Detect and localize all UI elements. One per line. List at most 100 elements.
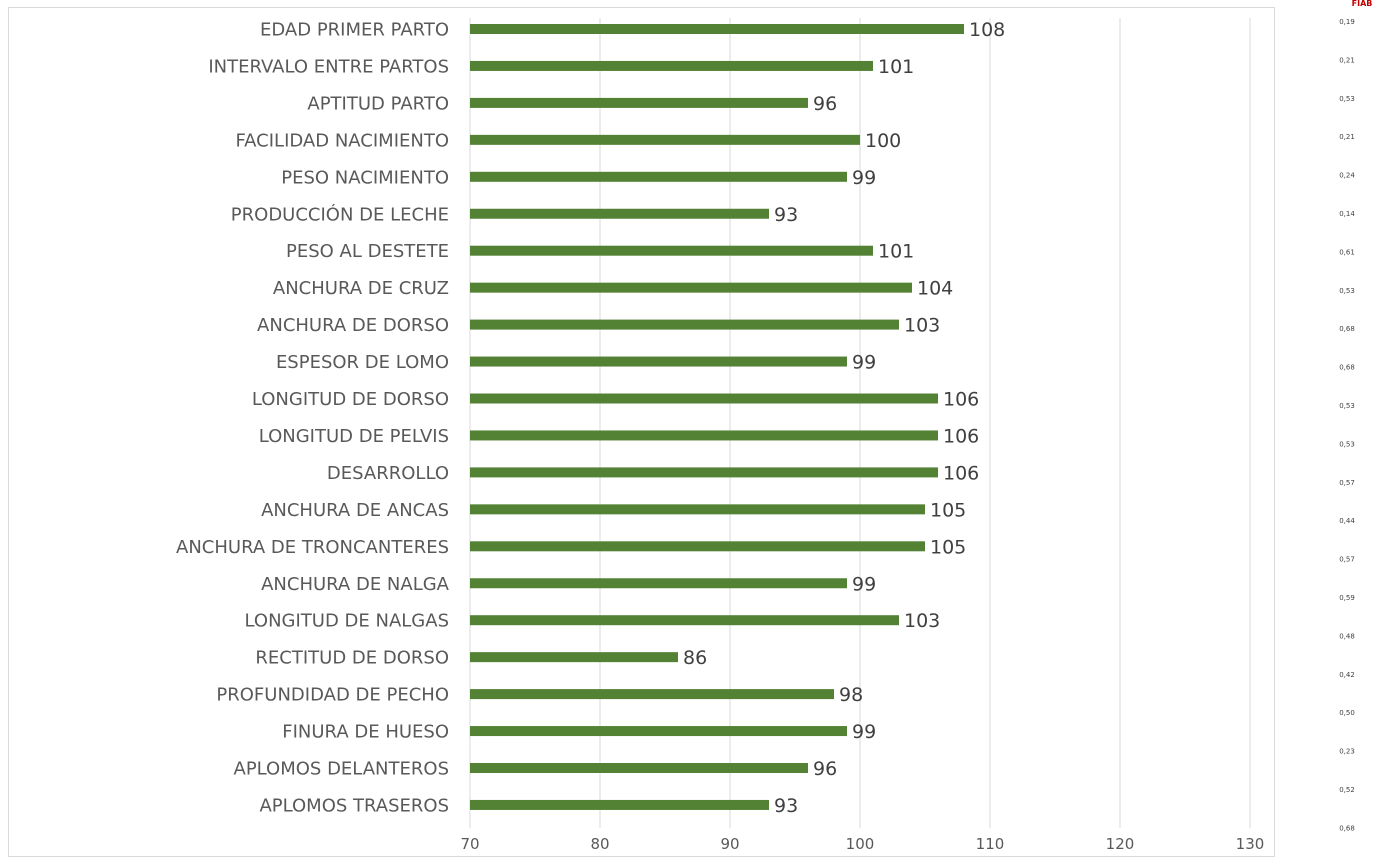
reliability-value: 0,61 [1339, 248, 1355, 256]
category-label: ANCHURA DE NALGA [261, 574, 450, 595]
category-label: APTITUD PARTO [307, 93, 449, 114]
bar [470, 504, 925, 515]
bar [470, 726, 847, 737]
category-label: PROFUNDIDAD DE PECHO [216, 685, 449, 706]
category-label: PESO NACIMIENTO [281, 167, 449, 188]
category-label: LONGITUD DE NALGAS [245, 611, 449, 632]
category-label: ANCHURA DE ANCAS [261, 500, 449, 521]
reliability-value: 0,53 [1339, 440, 1355, 448]
reliability-value: 0,24 [1339, 172, 1355, 180]
x-tick-label: 70 [460, 835, 479, 853]
value-label: 101 [878, 56, 914, 78]
bar [470, 689, 834, 700]
x-tick-label: 100 [846, 835, 875, 853]
value-label: 103 [904, 315, 940, 337]
value-label: 86 [683, 647, 707, 669]
value-label: 93 [774, 204, 798, 226]
category-label: RECTITUD DE DORSO [255, 648, 449, 669]
bars [470, 24, 964, 810]
bar [470, 171, 847, 182]
bar [470, 282, 912, 293]
reliability-value: 0,68 [1339, 364, 1355, 372]
reliability-value: 0,21 [1339, 133, 1355, 141]
value-label: 99 [852, 573, 876, 595]
value-labels: 1081019610099931011041039910610610610510… [683, 19, 1005, 817]
bar [470, 245, 873, 256]
reliability-value: 0,19 [1339, 18, 1355, 26]
value-label: 93 [774, 795, 798, 817]
bar [470, 356, 847, 367]
value-label: 96 [813, 758, 837, 780]
x-axis-ticks: 70 80 90 100 110 120 130 [460, 835, 1264, 853]
reliability-value: 0,50 [1339, 709, 1355, 717]
x-tick-label: 110 [976, 835, 1005, 853]
value-label: 99 [852, 167, 876, 189]
value-label: 101 [878, 241, 914, 263]
bar [470, 615, 899, 626]
bar [470, 208, 769, 219]
category-label: ESPESOR DE LOMO [276, 352, 449, 373]
bar [470, 134, 860, 145]
category-label: PRODUCCIÓN DE LECHE [231, 203, 449, 225]
reliability-value: 0,23 [1339, 748, 1355, 756]
bar [470, 393, 938, 404]
category-label: ANCHURA DE CRUZ [273, 278, 449, 299]
reliability-value: 0,57 [1339, 479, 1355, 487]
category-label: ANCHURA DE TRONCANTERES [176, 537, 449, 558]
x-tick-label: 130 [1236, 835, 1265, 853]
value-label: 106 [943, 389, 979, 411]
bar [470, 799, 769, 810]
value-label: 100 [865, 130, 901, 152]
bar [470, 24, 964, 34]
value-label: 105 [930, 536, 966, 558]
category-label: EDAD PRIMER PARTO [260, 20, 449, 41]
category-label: FINURA DE HUESO [282, 722, 449, 743]
bar [470, 652, 678, 663]
category-label: ANCHURA DE DORSO [257, 315, 449, 336]
bar [470, 467, 938, 478]
reliability-value: 0,53 [1339, 402, 1355, 410]
value-label: 99 [852, 352, 876, 374]
bar [470, 430, 938, 441]
reliability-value: 0,57 [1339, 556, 1355, 564]
value-label: 96 [813, 93, 837, 115]
reliability-value: 0,48 [1339, 632, 1355, 640]
reliability-value: 0,59 [1339, 594, 1355, 602]
reliability-value: 0,14 [1339, 210, 1355, 218]
category-label: LONGITUD DE PELVIS [259, 426, 449, 447]
reliability-column: FIAB 0,19 0,21 0,53 0,21 0,24 0,14 0,61 0,53 0,6… [1339, 0, 1372, 832]
reliability-value: 0,21 [1339, 56, 1355, 64]
category-label: DESARROLLO [327, 463, 449, 484]
bar [470, 319, 899, 330]
value-label: 106 [943, 425, 979, 447]
value-label: 106 [943, 462, 979, 484]
value-label: 99 [852, 721, 876, 743]
bar [470, 578, 847, 589]
reliability-value: 0,44 [1339, 517, 1355, 525]
bar [470, 60, 873, 71]
category-label: APLOMOS TRASEROS [259, 795, 449, 816]
category-label: FACILIDAD NACIMIENTO [235, 130, 449, 151]
reliability-value: 0,68 [1339, 325, 1355, 333]
category-label: APLOMOS DELANTEROS [234, 759, 450, 780]
value-label: 104 [917, 278, 953, 300]
x-tick-label: 80 [590, 835, 609, 853]
value-label: 108 [969, 19, 1005, 41]
value-label: 103 [904, 610, 940, 632]
reliability-value: 0,68 [1339, 824, 1355, 832]
x-tick-label: 90 [720, 835, 739, 853]
category-labels: EDAD PRIMER PARTO INTERVALO ENTRE PARTOS A… [176, 20, 450, 817]
reliability-value: 0,52 [1339, 786, 1355, 794]
bar [470, 541, 925, 552]
reliability-value: 0,53 [1339, 287, 1355, 295]
reliability-value: 0,53 [1339, 95, 1355, 103]
category-label: INTERVALO ENTRE PARTOS [208, 56, 449, 77]
category-label: LONGITUD DE DORSO [252, 389, 449, 410]
bar [470, 97, 808, 108]
category-label: PESO AL DESTETE [286, 241, 449, 262]
value-label: 98 [839, 684, 863, 706]
reliability-value: 0,42 [1339, 671, 1355, 679]
reliability-header: FIAB [1352, 0, 1373, 8]
value-label: 105 [930, 499, 966, 521]
